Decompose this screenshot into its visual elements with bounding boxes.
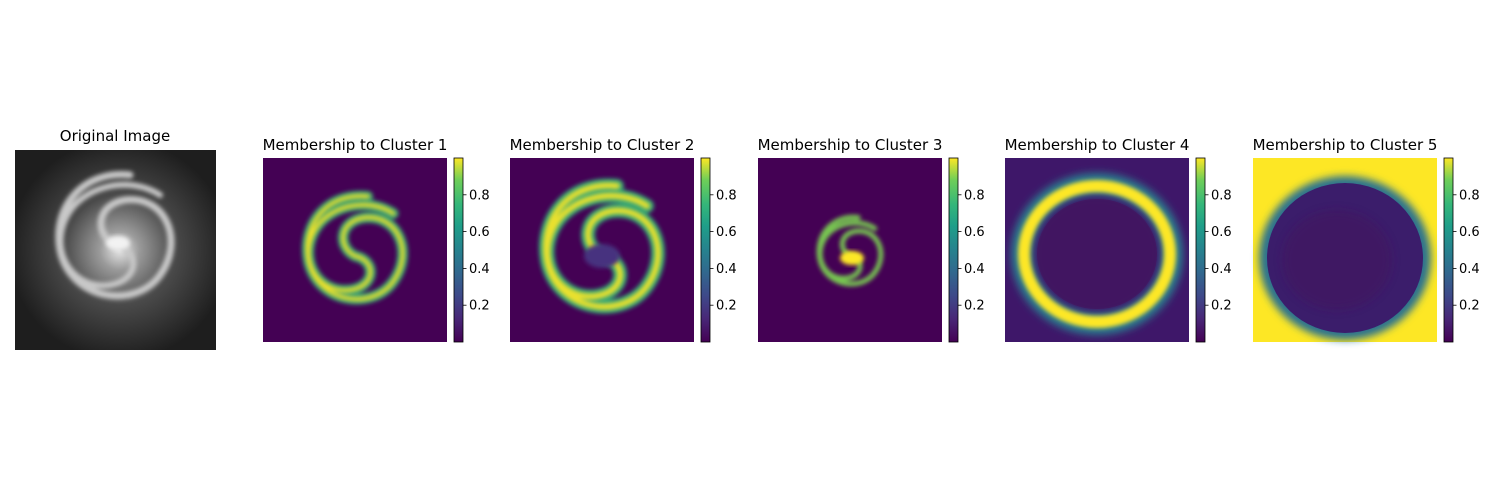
colorbar-tick-label: 0.8 <box>1211 188 1232 203</box>
cluster-5-heatmap <box>1253 158 1437 342</box>
colorbar-tick-label: 0.6 <box>964 225 985 240</box>
cluster-1-panel: Membership to Cluster 1 0.2 0.4 0.6 0.8 <box>263 136 490 343</box>
colorbar-tick-label: 0.6 <box>716 225 737 240</box>
cluster-1-colorbar: 0.2 0.4 0.6 0.8 <box>453 157 490 343</box>
cluster-3-heatmap <box>758 158 942 342</box>
colorbar-tick-label: 0.2 <box>1459 299 1480 314</box>
cluster-5-panel: Membership to Cluster 5 0.2 0.4 0.6 0.8 <box>1253 136 1480 343</box>
cluster-4-heatmap <box>1005 158 1189 342</box>
colorbar-tick-label: 0.2 <box>964 299 985 314</box>
cluster-4-panel: Membership to Cluster 4 0.2 0.4 0.6 0.8 <box>1005 136 1232 343</box>
cluster-1-heatmap <box>263 158 447 342</box>
colorbar-tick-label: 0.4 <box>469 262 490 277</box>
cluster-2-panel: Membership to Cluster 2 0.2 0.4 0.6 0.8 <box>510 136 737 343</box>
colorbar-tick-label: 0.8 <box>716 188 737 203</box>
original-image-title: Original Image <box>60 127 170 145</box>
original-galaxy-image <box>15 150 216 350</box>
colorbar-tick-label: 0.2 <box>1211 299 1232 314</box>
colorbar-tick-label: 0.8 <box>1459 188 1480 203</box>
cluster-3-colorbar: 0.2 0.4 0.6 0.8 <box>948 157 985 343</box>
colorbar-tick-label: 0.4 <box>964 262 985 277</box>
cluster-5-title: Membership to Cluster 5 <box>1253 136 1438 154</box>
cluster-4-title: Membership to Cluster 4 <box>1005 136 1190 154</box>
colorbar-tick-label: 0.2 <box>469 299 490 314</box>
colorbar-tick-label: 0.6 <box>1211 225 1232 240</box>
colorbar-tick-label: 0.6 <box>1459 225 1480 240</box>
cluster-2-colorbar: 0.2 0.4 0.6 0.8 <box>700 157 737 343</box>
colorbar-tick-label: 0.8 <box>469 188 490 203</box>
colorbar-tick-label: 0.2 <box>716 299 737 314</box>
colorbar-tick-label: 0.6 <box>469 225 490 240</box>
cluster-5-colorbar: 0.2 0.4 0.6 0.8 <box>1443 157 1480 343</box>
cluster-panels: Membership to Cluster 10.20.40.60.8Membe… <box>263 136 1480 343</box>
colorbar-tick-label: 0.4 <box>1459 262 1480 277</box>
cluster-4-colorbar: 0.2 0.4 0.6 0.8 <box>1195 157 1232 343</box>
colorbar-tick-label: 0.4 <box>1211 262 1232 277</box>
original-image-panel: Original Image <box>15 127 216 350</box>
cluster-2-title: Membership to Cluster 2 <box>510 136 695 154</box>
cluster-1-title: Membership to Cluster 1 <box>263 136 448 154</box>
colorbar-tick-label: 0.8 <box>964 188 985 203</box>
colorbar-tick-label: 0.4 <box>716 262 737 277</box>
cluster-2-heatmap <box>510 158 694 342</box>
cluster-3-panel: Membership to Cluster 3 0.2 0.4 0.6 0.8 <box>758 136 985 343</box>
cluster-3-title: Membership to Cluster 3 <box>758 136 943 154</box>
